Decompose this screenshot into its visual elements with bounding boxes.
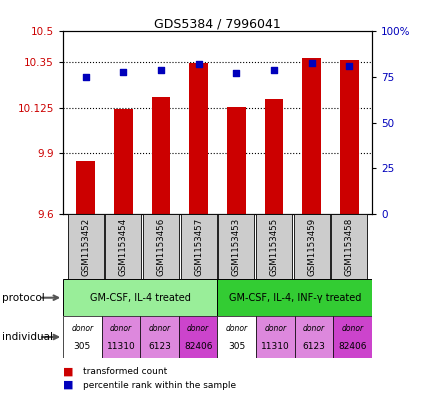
Text: GSM1153452: GSM1153452	[81, 217, 90, 276]
Bar	[189, 63, 207, 214]
Bar	[217, 316, 256, 358]
Text: 6123: 6123	[302, 342, 325, 351]
Point	[270, 67, 277, 73]
Text: 82406: 82406	[338, 342, 366, 351]
Point	[232, 70, 239, 77]
Text: GSM1153458: GSM1153458	[344, 217, 353, 276]
Text: GM-CSF, IL-4, INF-γ treated: GM-CSF, IL-4, INF-γ treated	[228, 293, 360, 303]
Text: ■: ■	[63, 366, 73, 376]
Title: GDS5384 / 7996041: GDS5384 / 7996041	[154, 17, 280, 30]
Text: protocol: protocol	[2, 293, 45, 303]
Bar	[255, 214, 291, 279]
Text: GSM1153455: GSM1153455	[269, 217, 278, 276]
Bar	[151, 97, 170, 214]
Text: transformed count: transformed count	[82, 367, 167, 376]
Text: GM-CSF, IL-4 treated: GM-CSF, IL-4 treated	[90, 293, 190, 303]
Text: GSM1153454: GSM1153454	[118, 217, 128, 276]
Text: 6123: 6123	[148, 342, 171, 351]
Text: ■: ■	[63, 380, 73, 390]
Point	[120, 68, 127, 75]
Bar	[332, 316, 371, 358]
Text: donor: donor	[341, 324, 363, 333]
Bar	[218, 214, 254, 279]
Bar	[178, 316, 217, 358]
Point	[345, 63, 352, 69]
Text: 82406: 82406	[184, 342, 212, 351]
Text: donor: donor	[187, 324, 209, 333]
Text: GSM1153459: GSM1153459	[306, 218, 316, 275]
Bar	[293, 214, 329, 279]
Bar	[143, 214, 179, 279]
Bar	[339, 60, 358, 214]
Point	[195, 61, 202, 68]
Text: 11310: 11310	[260, 342, 289, 351]
Text: donor: donor	[264, 324, 286, 333]
Bar	[105, 214, 141, 279]
Bar	[227, 107, 245, 214]
Text: donor: donor	[302, 324, 324, 333]
Text: 305: 305	[228, 342, 245, 351]
Point	[82, 74, 89, 80]
Text: percentile rank within the sample: percentile rank within the sample	[82, 381, 235, 389]
Bar	[302, 58, 320, 214]
Bar	[63, 316, 102, 358]
Bar	[76, 162, 95, 214]
Text: 305: 305	[74, 342, 91, 351]
Bar	[180, 214, 216, 279]
Text: GSM1153457: GSM1153457	[194, 217, 203, 276]
Text: GSM1153453: GSM1153453	[231, 217, 240, 276]
Bar	[217, 279, 371, 316]
Text: donor: donor	[110, 324, 132, 333]
Bar	[63, 279, 217, 316]
Bar	[114, 108, 132, 214]
Text: individual: individual	[2, 332, 53, 342]
Text: donor: donor	[225, 324, 247, 333]
Bar	[264, 99, 283, 214]
Bar	[102, 316, 140, 358]
Text: 11310: 11310	[106, 342, 135, 351]
Text: donor: donor	[71, 324, 93, 333]
Point	[157, 67, 164, 73]
Bar	[294, 316, 332, 358]
Point	[307, 59, 314, 66]
Text: donor: donor	[148, 324, 170, 333]
Bar	[140, 316, 178, 358]
Bar	[256, 316, 294, 358]
Bar	[67, 214, 104, 279]
Text: GSM1153456: GSM1153456	[156, 217, 165, 276]
Bar	[330, 214, 367, 279]
